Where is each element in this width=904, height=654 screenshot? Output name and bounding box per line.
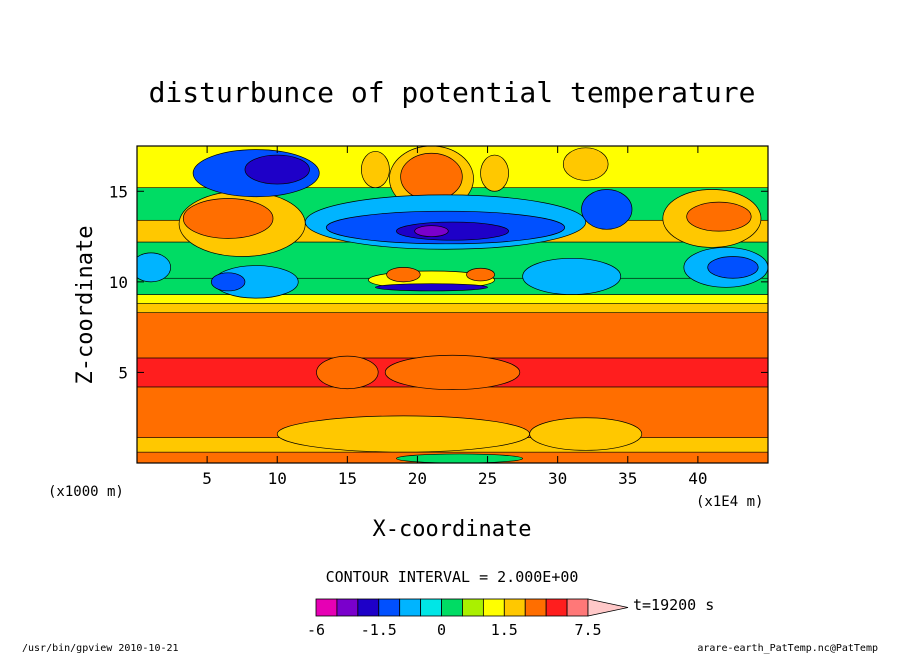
contour-region-7 <box>480 154 509 192</box>
colorbar-box-11 <box>545 598 568 617</box>
contour-region-23 <box>386 267 421 283</box>
x-unit-left-label: (x1000 m) <box>48 484 124 500</box>
x-unit-right-label: (x1E4 m) <box>696 494 763 510</box>
colorbar-label-2: 0 <box>437 621 446 639</box>
colorbar-box-5 <box>420 598 442 617</box>
contour-region-30 <box>396 453 523 463</box>
contour-region-24 <box>466 267 495 282</box>
footer-right: arare-earth_PatTemp.nc@PatTemp <box>697 643 878 654</box>
x-tick-label-15: 15 <box>338 469 357 488</box>
contour-region-18 <box>137 252 171 283</box>
contour-region-25 <box>375 283 488 292</box>
colorbar-box-10 <box>524 598 547 617</box>
colorbar-arrow <box>587 598 629 617</box>
colorbar-box-0 <box>315 598 338 617</box>
contour-region-21 <box>522 257 622 295</box>
colorbar <box>315 598 629 617</box>
colorbar-box-1 <box>336 598 359 617</box>
x-tick-label-5: 5 <box>202 469 212 488</box>
colorbar-box-6 <box>441 598 463 617</box>
colorbar-label-0: -6 <box>307 621 325 639</box>
x-axis: 5 10 15 20 25 30 35 40 <box>202 146 708 488</box>
contour-interval-label: CONTOUR INTERVAL = 2.000E+00 <box>326 568 579 586</box>
contour-region-15 <box>581 189 633 230</box>
contour-region-29 <box>529 417 643 451</box>
contour-region-1 <box>182 198 274 239</box>
contour-region-14 <box>244 154 310 185</box>
colorbar-box-3 <box>378 598 401 617</box>
contour-region-12 <box>414 225 449 237</box>
contour-region-26 <box>316 355 379 390</box>
colorbar-labels: -6 -1.5 0 1.5 7.5 <box>307 621 602 639</box>
contour-band-6 <box>137 294 768 304</box>
contour-band-4 <box>137 312 768 359</box>
contour-region-8 <box>562 147 609 181</box>
y-axis: 5 10 15 <box>109 182 768 382</box>
colorbar-box-7 <box>462 598 484 617</box>
colorbar-box-8 <box>482 598 505 617</box>
y-axis-title: Z-coordinate <box>73 226 98 385</box>
x-tick-label-30: 30 <box>548 469 567 488</box>
colorbar-label-4: 7.5 <box>574 621 601 639</box>
plot-frame <box>136 145 769 464</box>
contour-region-3 <box>686 201 752 232</box>
contour-region-6 <box>361 151 390 189</box>
colorbar-box-4 <box>399 598 422 617</box>
x-tick-label-25: 25 <box>478 469 497 488</box>
chart-title: disturbunce of potential temperature <box>149 76 756 109</box>
y-tick-label-5: 5 <box>118 363 128 382</box>
contour-blobs <box>137 146 768 463</box>
x-tick-label-20: 20 <box>408 469 427 488</box>
contour-band-5 <box>137 303 768 313</box>
x-tick-label-40: 40 <box>688 469 707 488</box>
contour-region-17 <box>707 256 759 279</box>
contour-region-20 <box>210 272 246 292</box>
contour-region-27 <box>384 354 521 390</box>
x-tick-label-10: 10 <box>268 469 287 488</box>
colorbar-label-3: 1.5 <box>491 621 518 639</box>
colorbar-label-1: -1.5 <box>361 621 397 639</box>
x-axis-title: X-coordinate <box>373 517 532 542</box>
colorbar-box-2 <box>357 598 380 617</box>
colorbar-box-9 <box>503 598 526 617</box>
plot-area <box>137 146 768 463</box>
x-tick-label-35: 35 <box>618 469 637 488</box>
y-tick-label-15: 15 <box>109 182 128 201</box>
footer-left: /usr/bin/gpview 2010-10-21 <box>22 643 179 654</box>
contour-region-11 <box>396 221 509 241</box>
time-label: t=19200 s <box>633 596 714 614</box>
y-tick-label-10: 10 <box>109 273 128 292</box>
contour-region-5 <box>400 152 463 201</box>
colorbar-box-12 <box>566 598 589 617</box>
contour-region-28 <box>276 415 530 453</box>
